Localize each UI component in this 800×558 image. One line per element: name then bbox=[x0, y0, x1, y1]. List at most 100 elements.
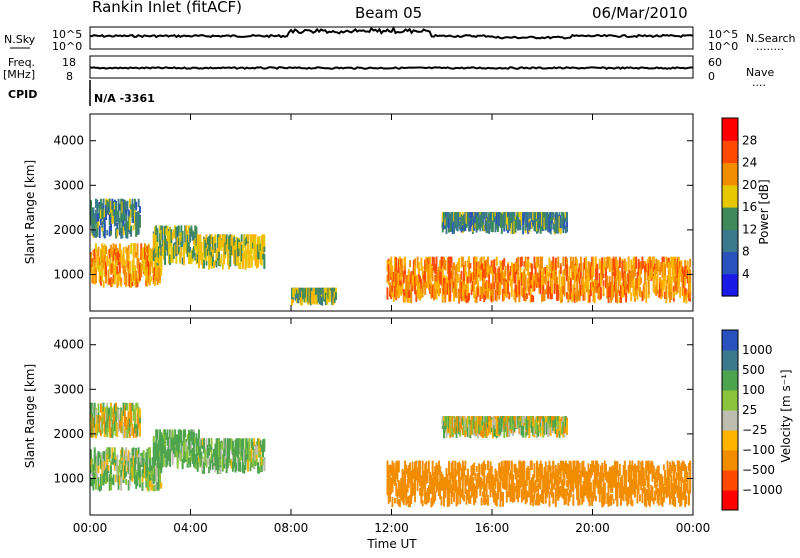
velocity-echo-cell-1613 bbox=[595, 496, 597, 502]
power-echo-cell-1020 bbox=[395, 257, 397, 271]
power-echo-cell-1095 bbox=[418, 262, 420, 274]
power-ytick-label-1: 2000 bbox=[53, 223, 84, 237]
power-colorbar-tick-6: 28 bbox=[742, 133, 757, 147]
velocity-echo-cell-1854 bbox=[663, 464, 665, 470]
power-echo-cell-1599 bbox=[564, 288, 566, 296]
velocity-echo-cell-362 bbox=[142, 482, 144, 491]
nave-legend-dots: .... bbox=[752, 76, 766, 89]
power-echo-cell-1734 bbox=[600, 287, 602, 299]
power-echo-cell-2031 bbox=[679, 287, 681, 294]
velocity-echo-cell-713 bbox=[219, 467, 221, 473]
velocity-echo-cell-257 bbox=[113, 475, 115, 486]
power-echo-cell-296 bbox=[120, 278, 122, 284]
nave-tick-top: 60 bbox=[708, 56, 722, 69]
power-echo-cell-677 bbox=[221, 254, 223, 263]
power-echo-cell-352 bbox=[137, 243, 139, 255]
velocity-echo-cell-1360 bbox=[523, 461, 525, 477]
power-echo-cell-1274 bbox=[469, 263, 471, 269]
velocity-echo-cell-1533 bbox=[572, 494, 574, 506]
nave-tick-bottom: 0 bbox=[708, 70, 715, 83]
velocity-echo-cell-924 bbox=[399, 499, 401, 507]
velocity-echo-cell-1502 bbox=[565, 497, 567, 505]
velocity-colorbar-swatch-0 bbox=[722, 490, 738, 511]
velocity-echo-cell-653 bbox=[203, 466, 205, 474]
power-colorbar-tick-1: 8 bbox=[742, 245, 750, 259]
power-colorbar-swatch-4 bbox=[722, 185, 738, 208]
velocity-echo-cell-132 bbox=[126, 403, 128, 411]
freq-tick-top: 18 bbox=[62, 56, 76, 69]
power-echo-cell-1990 bbox=[670, 294, 672, 300]
velocity-echo-cell-176 bbox=[139, 430, 141, 437]
power-echo-data bbox=[90, 199, 691, 306]
power-echo-cell-1459 bbox=[521, 257, 523, 267]
nsearch-tick-bottom: 10^0 bbox=[708, 40, 738, 53]
velocity-echo-cell-872 bbox=[263, 443, 265, 452]
power-echo-cell-243 bbox=[105, 246, 107, 254]
power-echo-cell-1571 bbox=[555, 258, 557, 271]
velocity-echo-cell-1070 bbox=[441, 496, 443, 505]
power-echo-cell-983 bbox=[387, 287, 389, 299]
power-echo-cell-822 bbox=[263, 254, 265, 270]
power-echo-cell-181 bbox=[139, 216, 141, 227]
power-colorbar-tick-4: 20 bbox=[742, 178, 757, 192]
velocity-echo-cell-1174 bbox=[472, 477, 474, 484]
velocity-echo-cell-615 bbox=[196, 433, 198, 438]
velocity-echo-cell-1189 bbox=[476, 466, 478, 472]
power-echo-cell-1645 bbox=[576, 259, 578, 267]
velocity-echo-cell-889 bbox=[389, 496, 391, 502]
velocity-echo-cell-1197 bbox=[478, 466, 480, 473]
velocity-echo-cell-1226 bbox=[487, 498, 489, 505]
power-echo-cell-783 bbox=[251, 255, 253, 268]
power-echo-cell-1475 bbox=[526, 293, 528, 299]
velocity-echo-cell-1895 bbox=[674, 465, 676, 472]
velocity-echo-cell-1648 bbox=[604, 484, 606, 499]
power-echo-cell-1473 bbox=[525, 276, 527, 290]
power-echo-cell-658 bbox=[214, 234, 216, 243]
power-echo-cell-1399 bbox=[503, 258, 505, 266]
power-ytick-label-3: 4000 bbox=[53, 134, 84, 148]
velocity-echo-cell-1111 bbox=[453, 492, 455, 502]
velocity-echo-cell-1853 bbox=[663, 493, 665, 502]
power-echo-cell-1808 bbox=[619, 258, 621, 268]
power-echo-cell-619 bbox=[203, 260, 205, 269]
velocity-echo-cell-1680 bbox=[613, 499, 615, 504]
power-echo-cell-1713 bbox=[594, 295, 596, 304]
power-echo-cell-456 bbox=[157, 228, 159, 242]
power-echo-cell-226 bbox=[101, 271, 103, 281]
nsearch-legend-dots: ........ bbox=[756, 40, 784, 53]
power-echo-cell-177 bbox=[138, 199, 140, 207]
power-echo-cell-1871 bbox=[635, 257, 637, 269]
velocity-ytick-label-3: 4000 bbox=[53, 338, 84, 352]
velocity-echo-cell-1052 bbox=[434, 494, 436, 501]
power-echo-cell-1806 bbox=[619, 271, 621, 286]
freq-tick-bottom: 8 bbox=[66, 70, 73, 83]
velocity-echo-cell-1948 bbox=[689, 481, 691, 493]
power-echo-cell-1201 bbox=[449, 287, 451, 298]
power-echo-cell-158 bbox=[133, 225, 135, 231]
velocity-echo-cell-246 bbox=[109, 447, 111, 457]
power-ytick-label-2: 3000 bbox=[53, 178, 84, 192]
velocity-echo-cell-300 bbox=[125, 479, 127, 485]
power-echo-cell-746 bbox=[241, 234, 243, 241]
power-echo-cell-1561 bbox=[551, 278, 553, 293]
velocity-echo-cell-1784 bbox=[644, 479, 646, 486]
power-echo-cell-1973 bbox=[665, 286, 667, 299]
velocity-ytick-label-2: 3000 bbox=[53, 382, 84, 396]
velocity-echo-cell-1145 bbox=[463, 495, 465, 502]
power-colorbar-tick-0: 4 bbox=[742, 267, 750, 281]
velocity-ytick-label-0: 1000 bbox=[53, 471, 84, 485]
cpid-value: N/A -3361 bbox=[94, 92, 155, 105]
power-echo-cell-1116 bbox=[424, 271, 426, 283]
power-echo-cell-1445 bbox=[517, 265, 519, 271]
power-y-axis-label: Slant Range [km] bbox=[23, 160, 37, 264]
power-echo-cell-1236 bbox=[461, 271, 463, 280]
date-label: 06/Mar/2010 bbox=[592, 4, 688, 22]
velocity-echo-cell-30 bbox=[98, 404, 100, 413]
velocity-echo-cell-974 bbox=[414, 496, 416, 502]
power-echo-cell-326 bbox=[129, 266, 131, 274]
power-colorbar-tick-5: 24 bbox=[742, 156, 757, 170]
velocity-ytick-label-1: 2000 bbox=[53, 427, 84, 441]
power-echo-cell-1452 bbox=[518, 295, 520, 302]
station-title: Rankin Inlet (fitACF) bbox=[92, 0, 242, 16]
